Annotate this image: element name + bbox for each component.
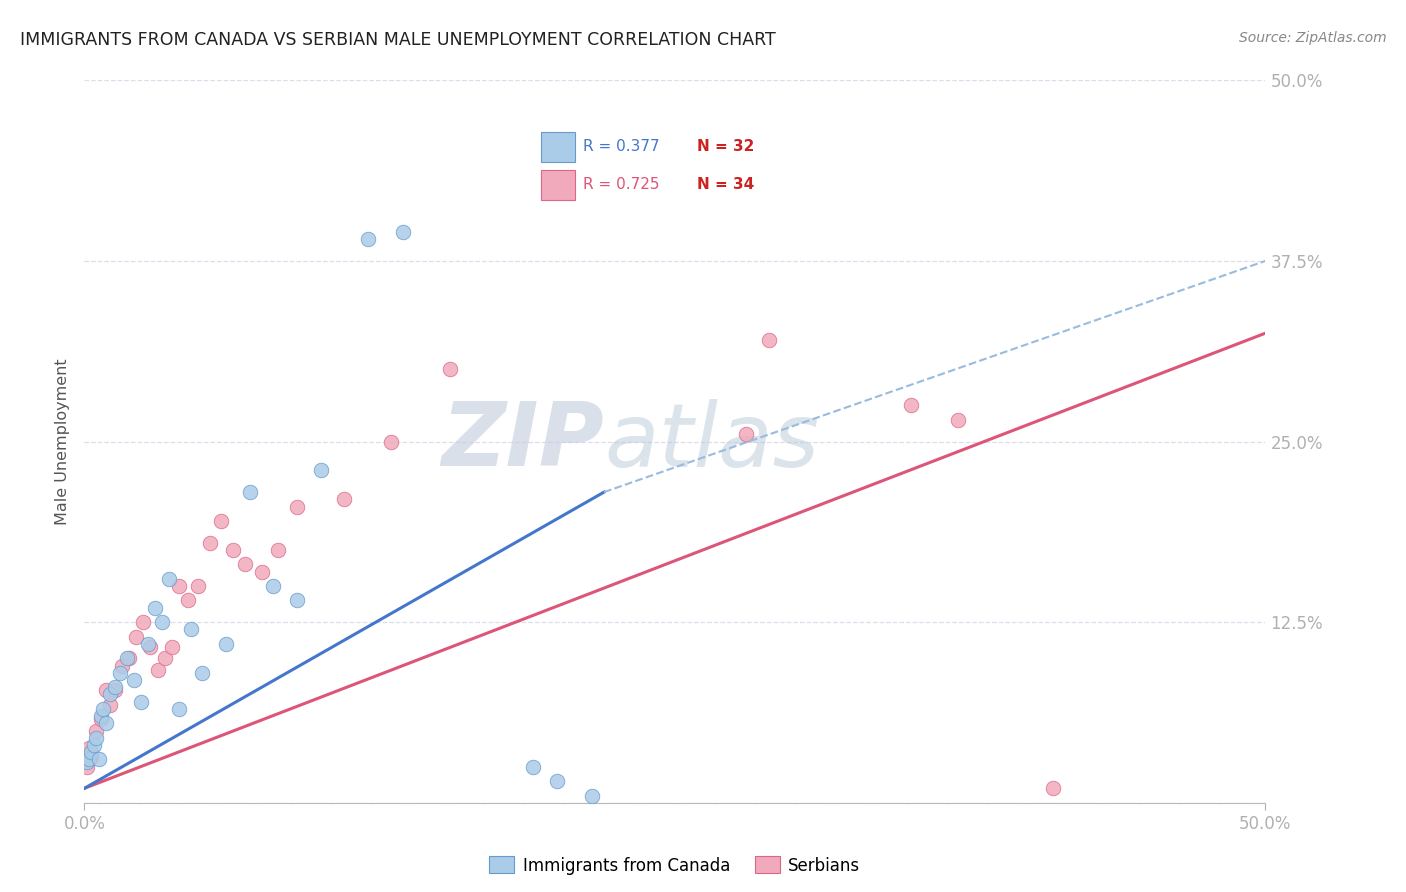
Point [357,232,380,246]
Point [267,542,290,557]
Point [122,673,145,687]
Point [136,637,159,651]
Point [285,593,308,607]
Point [115,651,138,665]
Point [111,658,134,673]
Point [94,683,117,698]
Point [250,565,273,579]
Point [77,752,100,766]
Point [132,615,155,630]
Point [900,398,922,412]
Point [198,535,221,549]
Text: R = 0.725: R = 0.725 [582,177,659,192]
Point [233,558,256,572]
Point [167,579,190,593]
Bar [541,170,575,200]
Point [153,651,176,665]
Point [392,225,415,239]
Text: Source: ZipAtlas.com: Source: ZipAtlas.com [1239,31,1386,45]
Point [734,427,756,442]
Point [546,774,568,789]
Point [118,651,141,665]
Text: atlas: atlas [605,399,818,484]
Point [125,630,148,644]
Point [1042,781,1064,796]
Point [94,716,117,731]
Point [129,695,152,709]
Point [139,640,162,654]
Point [239,485,262,500]
Point [160,640,183,654]
Point [98,698,121,712]
Point [309,463,332,477]
Point [167,702,190,716]
Legend: Immigrants from Canada, Serbians: Immigrants from Canada, Serbians [482,850,868,881]
Point [948,413,970,427]
Point [581,789,603,803]
Point [77,740,100,755]
Point [215,637,238,651]
Point [222,542,245,557]
Point [180,623,202,637]
Point [439,362,461,376]
Point [87,752,110,766]
Point [98,687,121,701]
Point [104,680,127,694]
Text: N = 32: N = 32 [697,138,754,153]
Point [262,579,284,593]
Point [333,492,356,507]
Point [522,760,544,774]
Point [191,665,214,680]
Text: N = 34: N = 34 [697,177,754,192]
Point [80,749,103,764]
Point [80,745,103,759]
Point [209,514,232,528]
Point [150,615,173,630]
Point [285,500,308,514]
Point [177,593,200,607]
Y-axis label: Male Unemployment: Male Unemployment [55,359,70,524]
Point [76,756,98,770]
Point [157,572,180,586]
Point [380,434,402,449]
Point [187,579,209,593]
Point [758,334,780,348]
Point [143,600,166,615]
Point [76,760,98,774]
Point [84,723,107,738]
Point [108,665,131,680]
Bar [541,132,575,161]
Text: IMMIGRANTS FROM CANADA VS SERBIAN MALE UNEMPLOYMENT CORRELATION CHART: IMMIGRANTS FROM CANADA VS SERBIAN MALE U… [20,31,776,49]
Point [90,709,112,723]
Text: ZIP: ZIP [441,398,605,485]
Point [91,702,114,716]
Text: R = 0.377: R = 0.377 [582,138,659,153]
Point [104,683,127,698]
Point [90,712,112,726]
Point [84,731,107,745]
Point [83,738,105,752]
Point [146,663,169,677]
